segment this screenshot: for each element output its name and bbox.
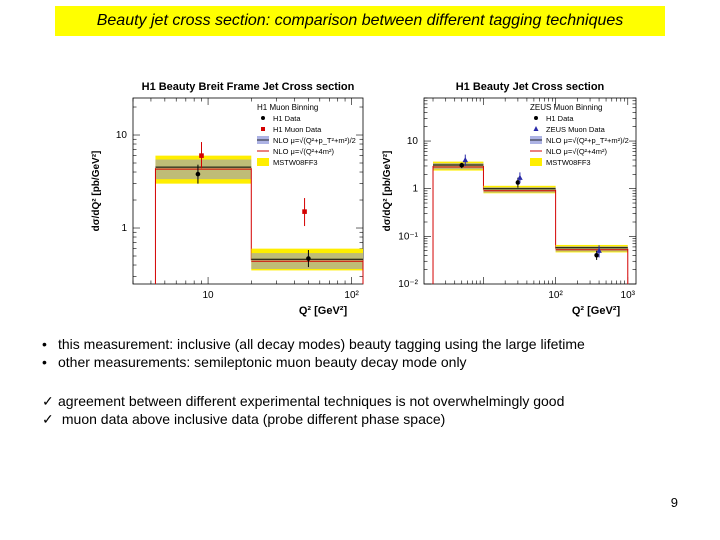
legend-entry: MSTW08FF3 bbox=[273, 158, 318, 167]
bullet-list: • this measurement: inclusive (all decay… bbox=[42, 335, 682, 371]
bullet-glyph: • bbox=[42, 354, 47, 370]
y-tick-label: 10⁻¹ bbox=[398, 231, 418, 242]
h1-breit-frame-plot: H1 Beauty Breit Frame Jet Cross section d… bbox=[78, 74, 368, 322]
chart-title: H1 Beauty Breit Frame Jet Cross section bbox=[142, 81, 355, 93]
y-tick-label: 1 bbox=[121, 223, 127, 234]
legend-marker bbox=[261, 127, 265, 131]
legend-entry: NLO μ=√(Q²+p_T²+m²)/2 bbox=[273, 136, 356, 145]
legend-entry: NLO μ=√(Q²+4m²) bbox=[273, 147, 334, 156]
legend-marker bbox=[534, 116, 538, 120]
legend-marker bbox=[533, 126, 539, 131]
slide-title: Beauty jet cross section: comparison bet… bbox=[96, 12, 624, 29]
x-tick-label: 10³ bbox=[621, 290, 636, 301]
data-point bbox=[515, 180, 521, 185]
legend-entry: H1 Data bbox=[273, 114, 301, 123]
legend-entry: H1 Muon Data bbox=[273, 125, 322, 134]
legend-entry: MSTW08FF3 bbox=[546, 158, 591, 167]
chart-svg: H1 Beauty Jet Cross section dσ/dQ² [pb/Ge… bbox=[382, 81, 637, 317]
check-text: muon data above inclusive data (probe di… bbox=[58, 411, 446, 427]
legend-marker bbox=[530, 158, 542, 166]
check-text: agreement between different experimental… bbox=[58, 393, 565, 409]
y-tick-label: 10 bbox=[407, 136, 419, 147]
data-point bbox=[594, 253, 599, 258]
bullet-text: other measurements: semileptonic muon be… bbox=[58, 354, 467, 370]
y-axis-label: dσ/dQ² [pb/GeV²] bbox=[91, 151, 102, 232]
bullet-item: • this measurement: inclusive (all decay… bbox=[42, 335, 682, 353]
y-tick-label: 10 bbox=[116, 130, 128, 141]
legend-entry: ZEUS Muon Data bbox=[546, 125, 606, 134]
data-point bbox=[199, 153, 204, 158]
page-number: 9 bbox=[670, 495, 678, 510]
data-point bbox=[462, 157, 469, 163]
nlo-scale-band bbox=[433, 163, 484, 170]
chart-svg: H1 Beauty Breit Frame Jet Cross section d… bbox=[91, 81, 364, 317]
y-tick-label: 1 bbox=[412, 184, 418, 195]
legend-marker bbox=[257, 158, 269, 166]
legend-entry: NLO μ=√(Q²+p_T²+m²)/2 bbox=[546, 136, 629, 145]
y-axis-label: dσ/dQ² [pb/GeV²] bbox=[382, 151, 393, 232]
x-tick-label: 10² bbox=[344, 290, 359, 301]
h1-beauty-jet-plot: H1 Beauty Jet Cross section dσ/dQ² [pb/Ge… bbox=[372, 74, 640, 322]
x-tick-label: 10² bbox=[548, 290, 563, 301]
nlo-scale-band bbox=[555, 246, 628, 252]
data-point bbox=[302, 209, 307, 214]
data-point bbox=[596, 247, 602, 253]
check-list: ✓ agreement between different experiment… bbox=[42, 392, 692, 428]
y-tick-label: 10⁻² bbox=[398, 279, 418, 290]
slide-title-banner: Beauty jet cross section: comparison bet… bbox=[55, 6, 665, 36]
legend-marker bbox=[261, 116, 265, 120]
bullet-item: • other measurements: semileptonic muon … bbox=[42, 353, 682, 371]
x-axis-label: Q² [GeV²] bbox=[299, 305, 348, 317]
bullet-glyph: • bbox=[42, 336, 47, 352]
check-icon: ✓ bbox=[42, 411, 54, 427]
data-point bbox=[459, 162, 465, 168]
bullet-text: this measurement: inclusive (all decay m… bbox=[58, 336, 585, 352]
data-point bbox=[195, 171, 201, 177]
legend-header: ZEUS Muon Binning bbox=[530, 103, 602, 112]
data-point bbox=[306, 256, 311, 261]
check-item: ✓ agreement between different experiment… bbox=[42, 392, 692, 410]
x-axis-label: Q² [GeV²] bbox=[572, 305, 621, 317]
legend-entry: H1 Data bbox=[546, 114, 574, 123]
legend-entry: NLO μ=√(Q²+4m²) bbox=[546, 147, 607, 156]
check-item: ✓ muon data above inclusive data (probe … bbox=[42, 410, 692, 428]
nlo-scale-band bbox=[483, 187, 556, 193]
plot-frame bbox=[132, 97, 364, 285]
check-icon: ✓ bbox=[42, 393, 54, 409]
chart-title: H1 Beauty Jet Cross section bbox=[456, 81, 605, 93]
data-point bbox=[517, 174, 523, 180]
legend-header: H1 Muon Binning bbox=[257, 103, 318, 112]
x-tick-label: 10 bbox=[203, 290, 215, 301]
